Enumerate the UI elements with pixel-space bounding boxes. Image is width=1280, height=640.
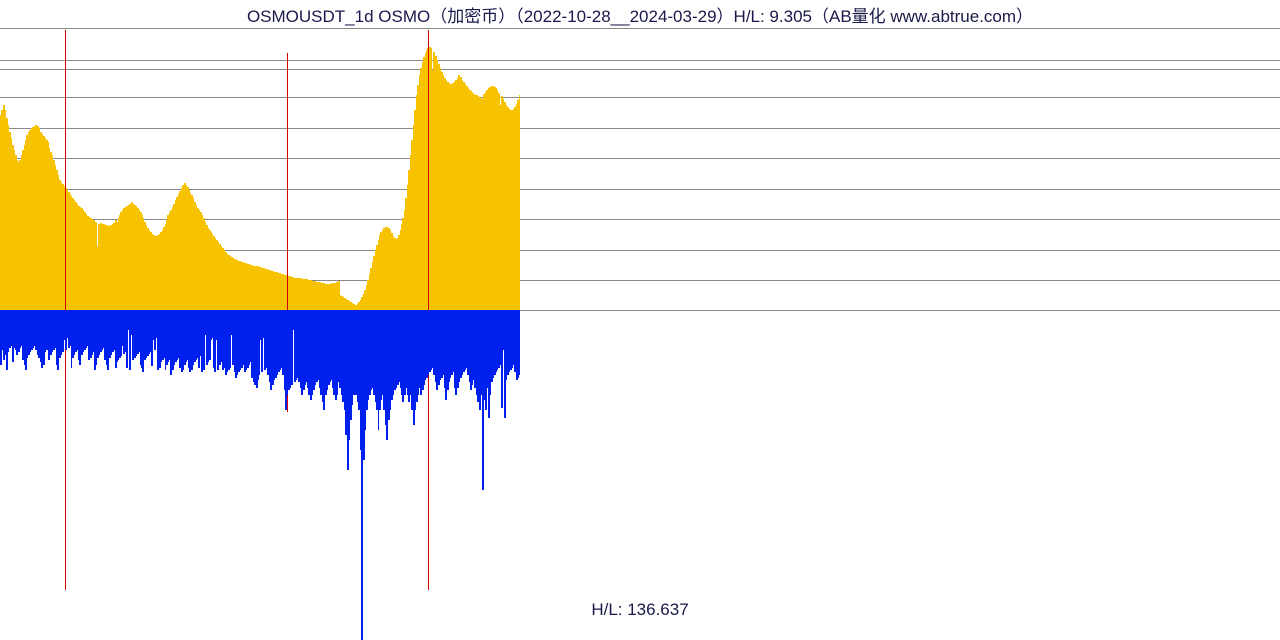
price-area-chart [0,26,1280,310]
volume-bar-chart [0,310,1280,596]
chart-footer-label: H/L: 136.637 [0,600,1280,620]
chart-title: OSMOUSDT_1d OSMO（加密币）（2022-10-28__2024-0… [0,2,1280,27]
chart-area [0,26,1280,596]
